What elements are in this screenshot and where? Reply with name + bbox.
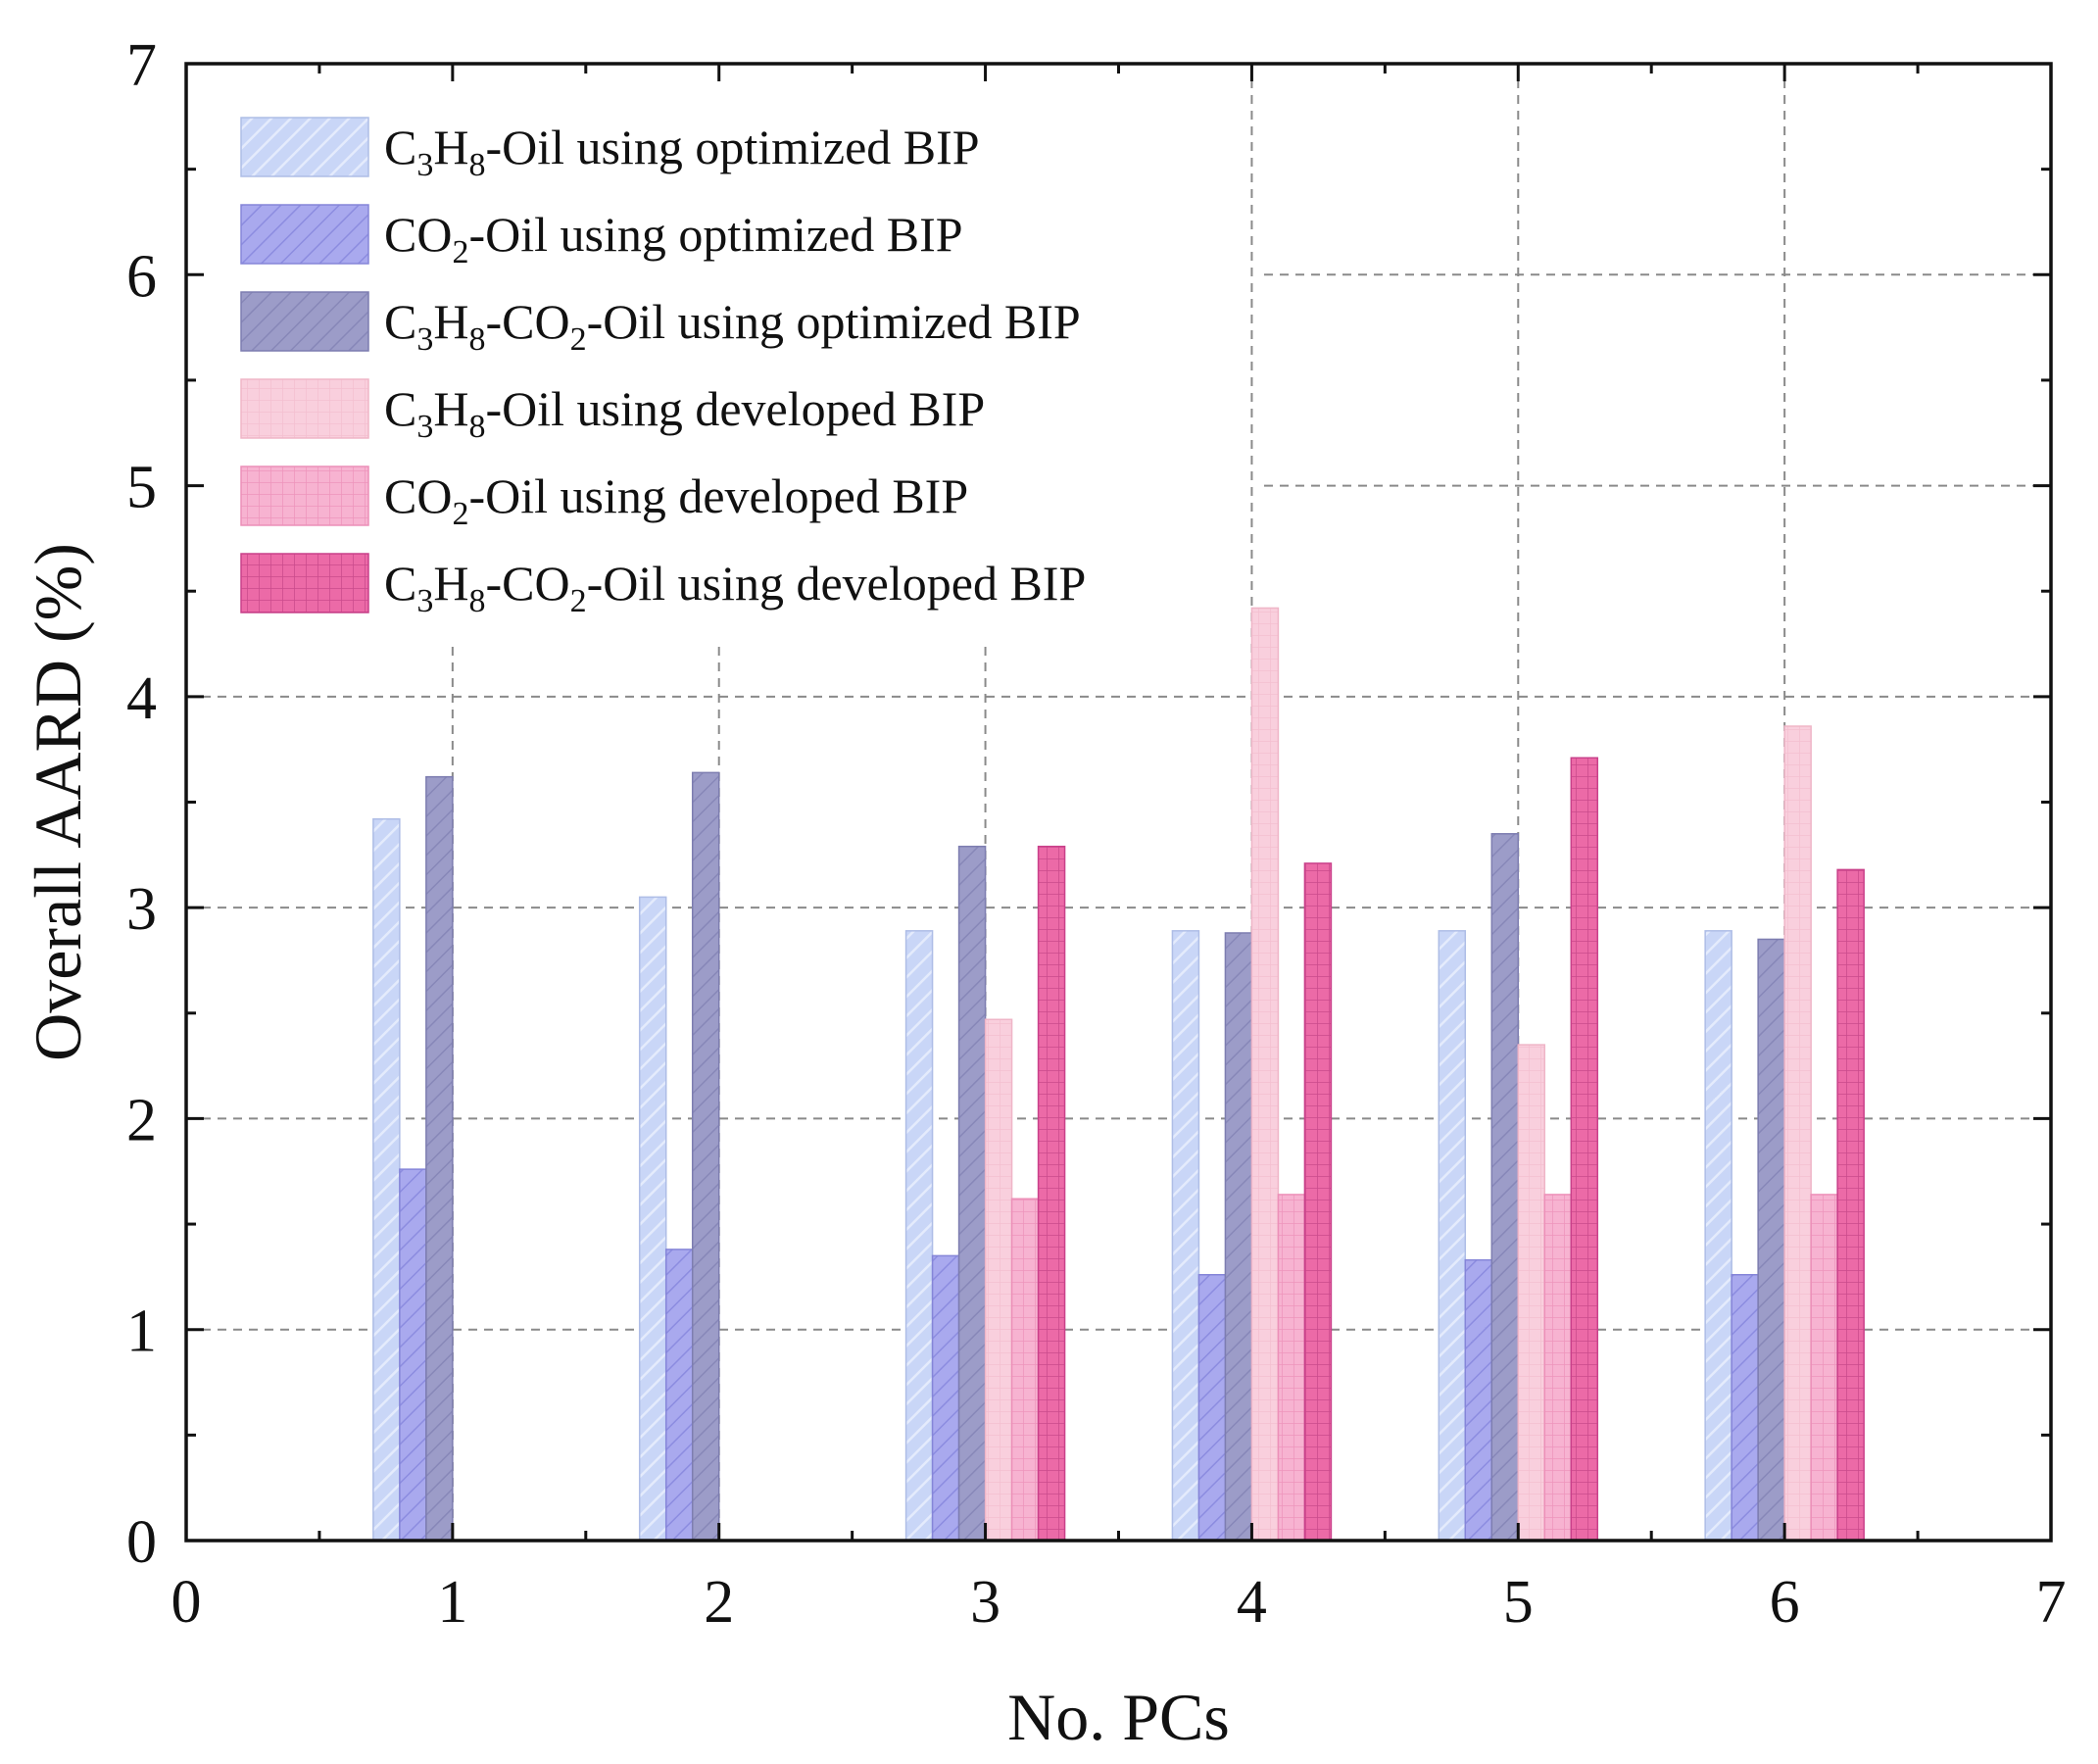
bar-series5-pc3 (1010, 1198, 1040, 1542)
bar-series3-pc3 (957, 845, 987, 1542)
legend-swatch-3 (240, 291, 369, 352)
bar-series6-pc5 (1570, 757, 1599, 1542)
bar-series3-pc2 (691, 771, 720, 1542)
legend-label-2: CO2-Oil using optimized BIP (384, 207, 963, 270)
bar-series4-pc5 (1517, 1044, 1546, 1542)
bar-series5-pc5 (1543, 1194, 1573, 1542)
legend-subscript: 3 (416, 147, 433, 183)
x-tick-label: 6 (1770, 1569, 1800, 1636)
legend-text-part: -Oil using optimized BIP (485, 120, 979, 174)
legend-subscript: 2 (570, 321, 587, 358)
bar-series2-pc3 (931, 1254, 960, 1542)
legend-label-6: C3H8-CO2-Oil using developed BIP (384, 556, 1086, 619)
bar-series5-pc6 (1810, 1194, 1838, 1542)
bar-series2-pc2 (664, 1249, 694, 1542)
legend-label-1: C3H8-Oil using optimized BIP (384, 120, 980, 183)
bar-series2-pc4 (1197, 1273, 1227, 1542)
legend-text-part: CO (384, 207, 452, 262)
bar-series1-pc3 (904, 930, 934, 1542)
bar-series6-pc3 (1037, 845, 1066, 1542)
legend-text-part: -Oil using developed BIP (485, 381, 985, 436)
legend-text-part: C (384, 556, 416, 611)
legend-text-part: -CO (485, 556, 569, 611)
legend-text-part: -CO (485, 294, 569, 349)
legend-subscript: 8 (468, 147, 485, 183)
legend-label-3: C3H8-CO2-Oil using optimized BIP (384, 294, 1081, 358)
legend-subscript: 3 (416, 583, 433, 619)
y-tick-label: 2 (126, 1087, 157, 1153)
x-axis-title: No. PCs (1007, 1680, 1230, 1754)
y-tick-label: 4 (126, 665, 157, 732)
bar-series4-pc3 (984, 1018, 1013, 1542)
legend-text-part: -Oil using developed BIP (587, 556, 1087, 611)
legend-subscript: 2 (452, 234, 468, 270)
bar-series1-pc2 (638, 896, 667, 1542)
legend-subscript: 3 (416, 409, 433, 445)
legend-text-part: H (433, 120, 468, 174)
bar-series4-pc4 (1250, 607, 1280, 1542)
x-tick-label: 3 (970, 1569, 1000, 1636)
y-axis-title: Overall AARD (%) (21, 543, 95, 1061)
legend-text-part: -Oil using developed BIP (468, 468, 968, 523)
x-tick-label: 4 (1237, 1569, 1267, 1636)
legend-subscript: 2 (570, 583, 587, 619)
legend-text-part: C (384, 120, 416, 174)
bar-series2-pc6 (1731, 1273, 1759, 1542)
y-tick-label: 6 (126, 243, 157, 310)
legend-swatch-2 (240, 204, 369, 265)
bar-series6-pc6 (1836, 868, 1865, 1542)
legend-text-part: C (384, 294, 416, 349)
legend-text-part: C (384, 381, 416, 436)
x-tick-label: 7 (2036, 1569, 2067, 1636)
legend-swatch-4 (240, 378, 369, 439)
x-tick-label: 0 (171, 1569, 202, 1636)
legend-swatch-6 (240, 553, 369, 613)
legend-subscript: 3 (416, 321, 433, 358)
legend-subscript: 2 (452, 496, 468, 532)
legend-subscript: 8 (468, 321, 485, 358)
bar-series3-pc4 (1224, 932, 1253, 1542)
legend-subscript: 8 (468, 409, 485, 445)
legend-label-5: CO2-Oil using developed BIP (384, 468, 968, 532)
legend-subscript: 8 (468, 583, 485, 619)
legend-text-part: CO (384, 468, 452, 523)
legend-text-part: H (433, 556, 468, 611)
x-tick-label: 5 (1503, 1569, 1534, 1636)
bar-series1-pc5 (1438, 930, 1467, 1542)
legend-text-part: H (433, 381, 468, 436)
legend-swatch-1 (240, 117, 369, 177)
bar-series5-pc4 (1277, 1194, 1306, 1542)
bars (372, 607, 1865, 1542)
bar-series6-pc4 (1303, 862, 1333, 1542)
legend-label-4: C3H8-Oil using developed BIP (384, 381, 985, 445)
y-tick-label: 0 (126, 1509, 157, 1576)
axes: 0 1 2 3 4 5 6 7 0 1 2 3 4 5 6 7 (126, 32, 2067, 1636)
bar-series2-pc5 (1464, 1258, 1493, 1542)
y-tick-label: 7 (126, 32, 157, 99)
bar-series1-pc1 (372, 817, 401, 1542)
y-tick-label: 1 (126, 1298, 157, 1365)
x-tick-label: 2 (704, 1569, 734, 1636)
legend-text-part: H (433, 294, 468, 349)
bar-series3-pc1 (425, 775, 454, 1542)
bar-series3-pc6 (1757, 938, 1785, 1542)
bar-series1-pc4 (1171, 930, 1200, 1542)
y-tick-label: 5 (126, 455, 157, 521)
y-tick-label: 3 (126, 876, 157, 943)
legend-text-part: -Oil using optimized BIP (587, 294, 1081, 349)
x-tick-label: 1 (437, 1569, 467, 1636)
bar-series1-pc6 (1704, 930, 1732, 1542)
legend-text-part: -Oil using optimized BIP (468, 207, 962, 262)
bar-series2-pc1 (399, 1168, 427, 1542)
bar-series4-pc6 (1783, 725, 1812, 1542)
legend-swatch-5 (240, 466, 369, 526)
bar-series3-pc5 (1490, 833, 1520, 1542)
